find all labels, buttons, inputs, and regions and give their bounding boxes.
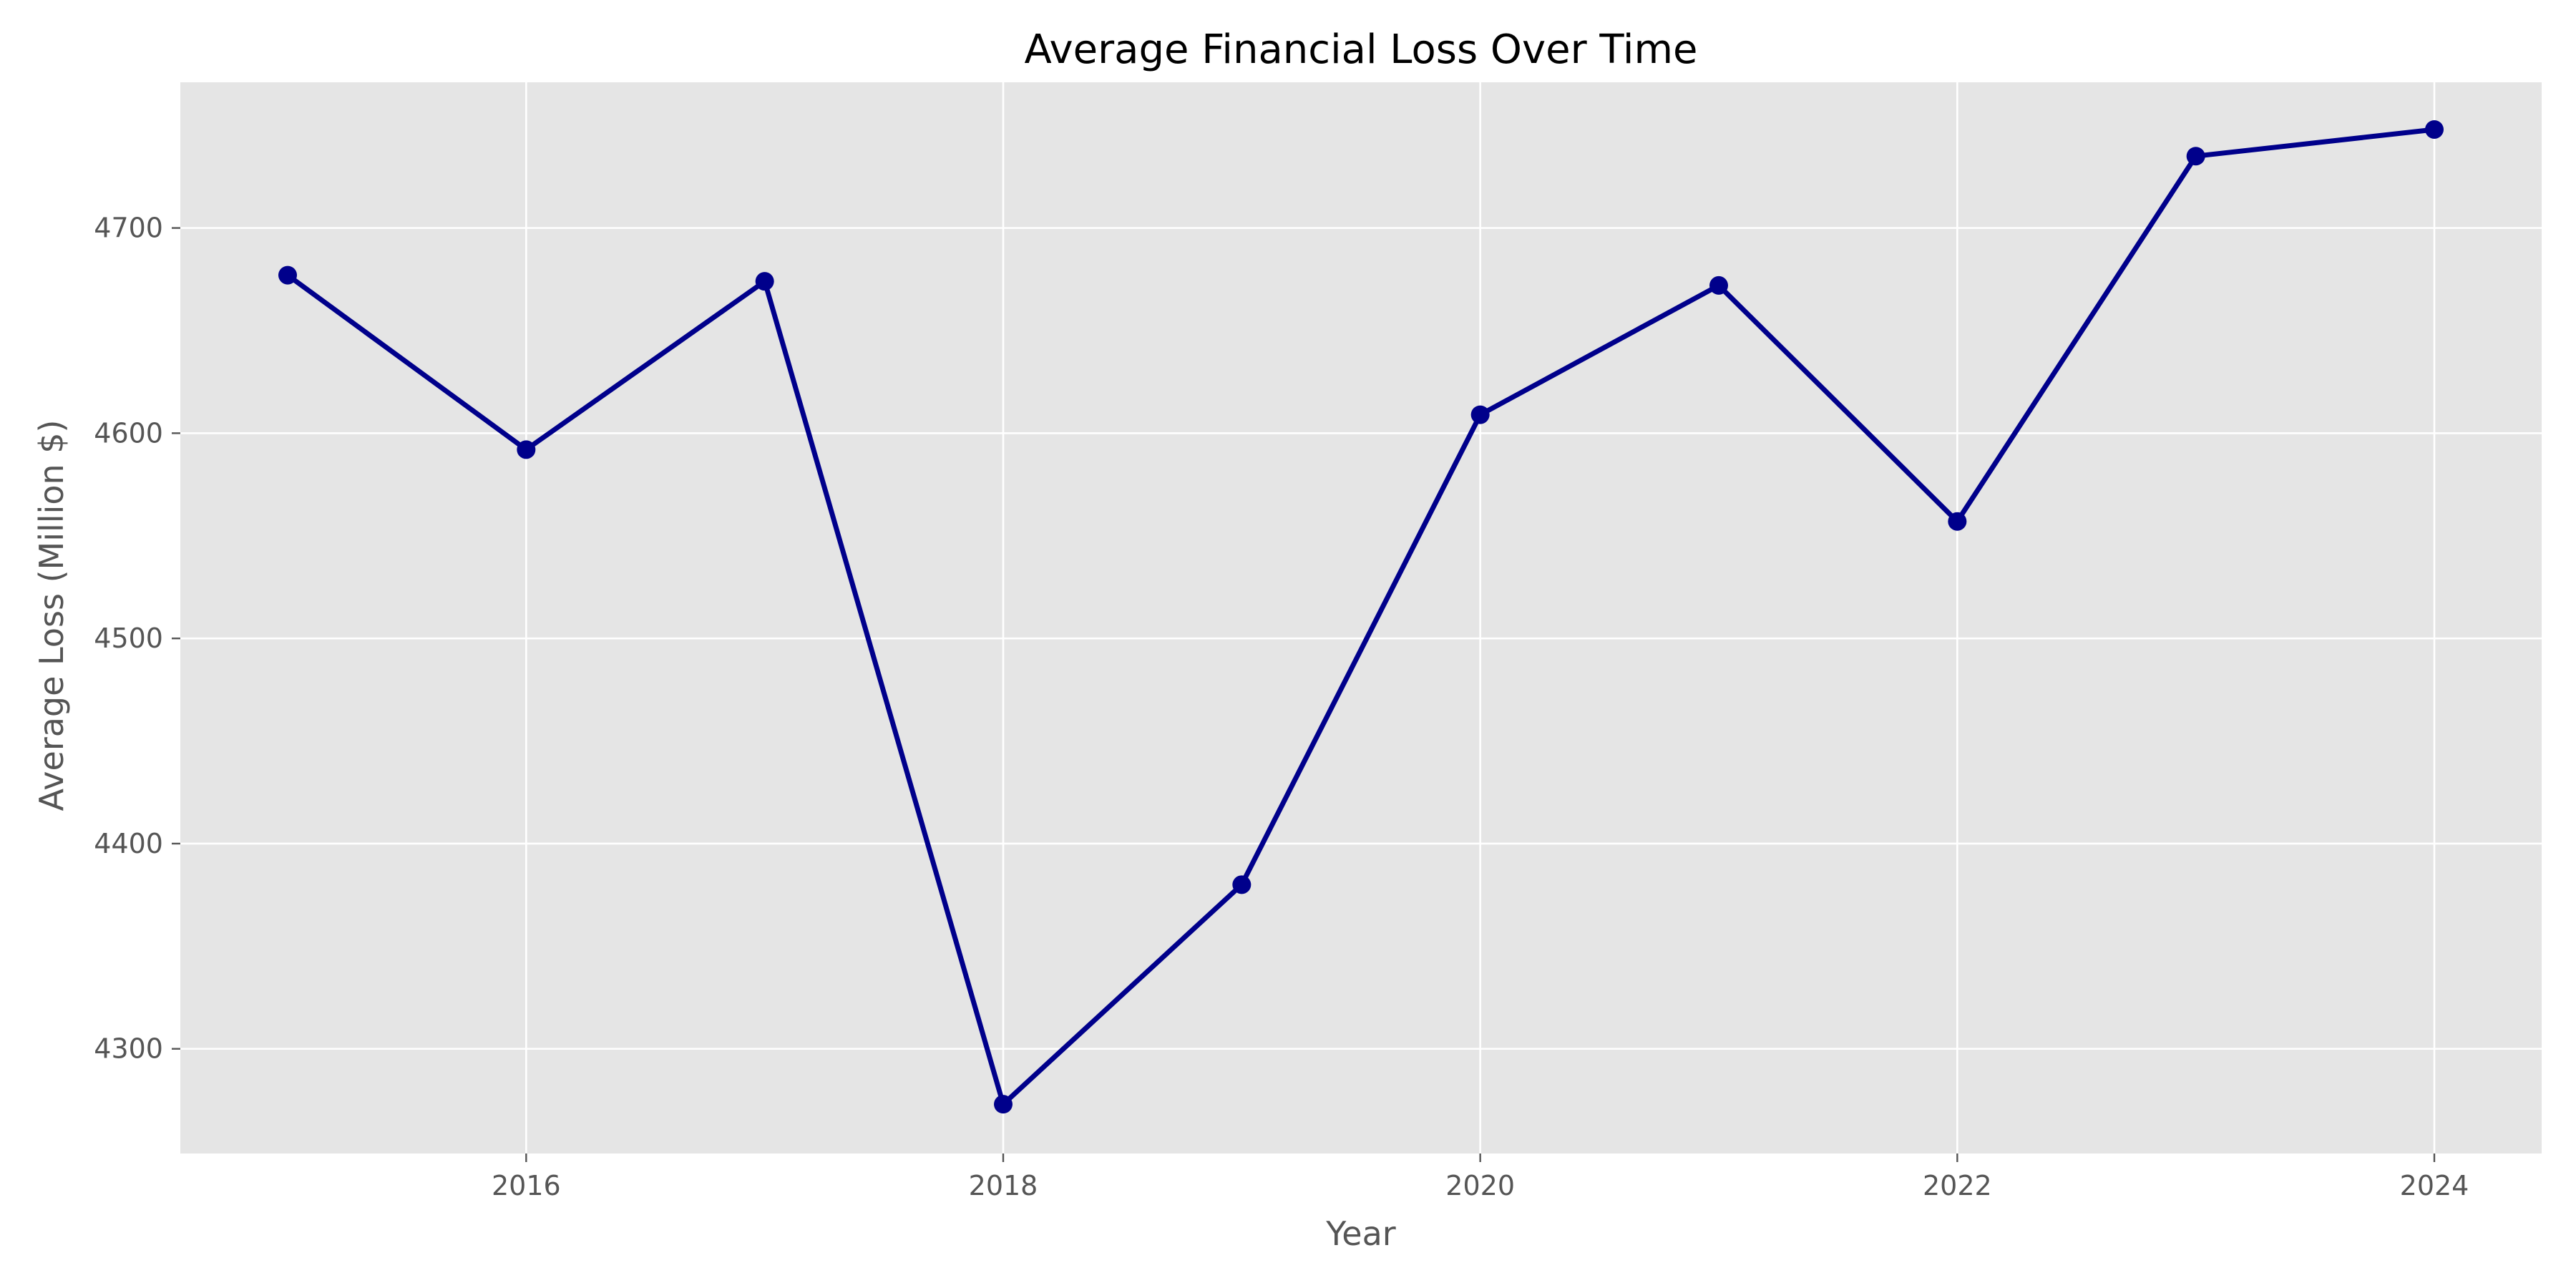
data-point-2019 <box>1232 875 1252 894</box>
axis-ticks: 2016 2018 2020 2022 2024 4300 4400 4500 4600 4700 <box>94 213 2469 1201</box>
data-point-2020 <box>1470 405 1490 424</box>
x-tick-label: 2022 <box>1923 1170 1992 1201</box>
y-tick-label: 4700 <box>94 213 163 244</box>
y-tick-label: 4300 <box>94 1033 163 1065</box>
x-tick-label: 2024 <box>2400 1170 2469 1201</box>
y-axis-label: Average Loss (Million $) <box>32 420 71 811</box>
data-point-2017 <box>755 272 774 291</box>
plot-area <box>180 82 2542 1153</box>
y-tick-label: 4500 <box>94 623 163 654</box>
data-point-2023 <box>2186 147 2205 166</box>
x-axis-label: Year <box>1325 1214 1395 1253</box>
data-point-2018 <box>994 1095 1013 1114</box>
data-points <box>278 119 2444 1114</box>
x-tick-label: 2018 <box>969 1170 1038 1201</box>
data-point-2022 <box>1948 512 1967 531</box>
x-tick-label: 2016 <box>492 1170 561 1201</box>
x-tick-label: 2020 <box>1445 1170 1515 1201</box>
data-point-2021 <box>1709 275 1728 295</box>
data-point-2016 <box>517 440 536 459</box>
data-point-2024 <box>2425 119 2444 139</box>
data-point-2015 <box>278 265 297 285</box>
y-tick-label: 4600 <box>94 417 163 449</box>
y-tick-label: 4400 <box>94 828 163 859</box>
chart-title: Average Financial Loss Over Time <box>1025 26 1698 73</box>
series-line <box>285 127 2437 1107</box>
